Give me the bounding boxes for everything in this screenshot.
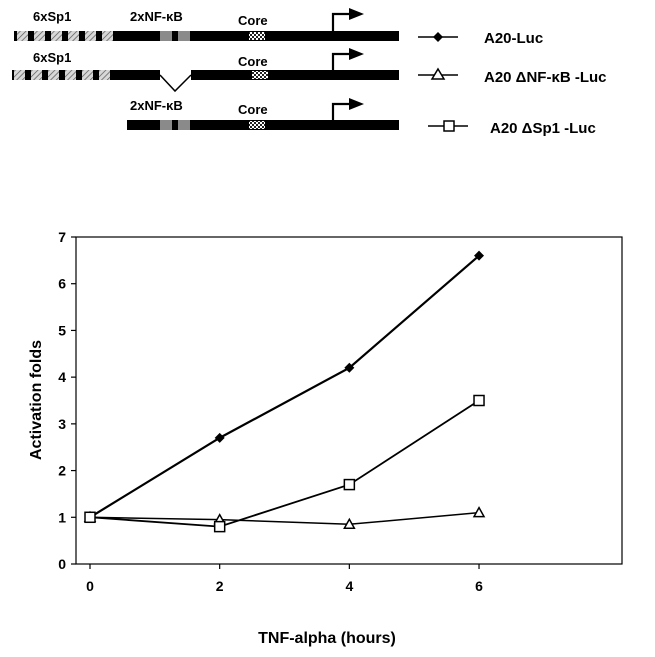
legend-entry-a20-dsp1-luc: A20 ΔSp1 -Luc <box>428 120 596 137</box>
data-point <box>84 511 96 524</box>
y-tick-label: 5 <box>58 322 66 338</box>
arrow-head <box>349 48 364 60</box>
y-tick-label: 4 <box>58 369 66 385</box>
sp1-box <box>65 70 76 80</box>
data-point <box>214 432 225 443</box>
nfkb-box <box>160 120 172 130</box>
promoter-bar <box>191 70 399 80</box>
series-line <box>89 399 480 528</box>
series-layer <box>83 250 486 533</box>
data-point <box>343 517 356 530</box>
y-tick-label: 2 <box>58 463 66 479</box>
legend-entry-a20-luc: A20-Luc <box>418 30 543 47</box>
deletion-mark <box>159 74 192 93</box>
transcription-start-arrow <box>331 52 351 70</box>
sp1-box <box>34 31 45 41</box>
label-2xnfkb: 2xNF-κB <box>130 98 183 113</box>
data-point <box>472 506 486 518</box>
sp1-box <box>68 31 79 41</box>
legend-entry-a20-dnfkb-luc: A20 ΔNF-κB -Luc <box>418 67 606 86</box>
construct-a20-dsp1-luc: 2xNF-κB Core <box>127 98 399 130</box>
triangle-marker-icon <box>430 67 446 80</box>
sp1-sites <box>17 31 113 41</box>
core-box <box>249 121 265 129</box>
label-core: Core <box>238 54 268 69</box>
data-point <box>343 478 356 491</box>
core-box <box>252 71 268 79</box>
series-line <box>89 254 480 519</box>
x-tick-label: 4 <box>345 578 353 594</box>
data-point <box>473 394 485 407</box>
series-diamond <box>85 250 485 523</box>
construct-a20-luc: 6xSp1 2xNF-κB Core <box>14 8 399 41</box>
sp1-box <box>48 70 59 80</box>
x-tick-label: 0 <box>86 578 94 594</box>
legend: A20-Luc A20 ΔNF-κB -Luc A20 ΔSp1 -Luc <box>418 30 606 137</box>
x-axis-label: TNF-alpha (hours) <box>258 630 396 647</box>
y-axis-label: Activation folds <box>28 340 45 460</box>
promoter-bar <box>14 31 399 41</box>
series-square <box>84 394 485 533</box>
arrow-head <box>349 98 364 110</box>
sp1-box <box>82 70 93 80</box>
plot-area <box>75 236 623 565</box>
legend-label: A20 ΔSp1 -Luc <box>490 120 596 137</box>
label-6xsp1: 6xSp1 <box>33 50 71 65</box>
sp1-box <box>51 31 62 41</box>
sp1-box <box>31 70 42 80</box>
sp1-box <box>85 31 96 41</box>
core-box <box>249 32 265 40</box>
nfkb-box <box>160 31 172 41</box>
data-point <box>213 520 226 533</box>
arrow-head <box>349 8 364 20</box>
series-triangle <box>83 506 486 530</box>
sp1-box <box>14 70 25 80</box>
y-tick-label: 3 <box>58 416 66 432</box>
construct-diagram: 6xSp1 2xNF-κB Core 6xSp1 Core <box>12 8 399 130</box>
diamond-marker-icon <box>433 32 443 42</box>
transcription-start-arrow <box>331 102 351 120</box>
legend-label: A20-Luc <box>484 30 543 47</box>
x-tick-label: 6 <box>475 578 483 594</box>
label-core: Core <box>238 13 268 28</box>
x-axis-ticks: 0 2 4 6 <box>86 564 483 594</box>
y-tick-label: 6 <box>58 276 66 292</box>
transcription-start-arrow <box>331 12 351 31</box>
data-point <box>474 250 485 261</box>
sp1-box <box>99 70 110 80</box>
square-marker-icon <box>443 120 455 132</box>
y-tick-label: 1 <box>58 509 66 525</box>
legend-label: A20 ΔNF-κB -Luc <box>484 69 606 86</box>
y-tick-label: 0 <box>58 556 66 572</box>
nfkb-box <box>178 120 190 130</box>
nfkb-box <box>178 31 190 41</box>
x-tick-label: 2 <box>216 578 224 594</box>
y-axis-ticks: 0 1 2 3 4 5 6 7 <box>58 229 76 572</box>
label-6xsp1: 6xSp1 <box>33 9 71 24</box>
sp1-box <box>17 31 28 41</box>
sp1-box <box>102 31 113 41</box>
line-chart: 0 1 2 3 4 5 6 7 0 2 4 6 Activation folds TNF-alpha… <box>28 229 623 647</box>
data-point <box>344 362 355 373</box>
y-tick-label: 7 <box>58 229 66 245</box>
series-line <box>89 511 480 526</box>
label-2xnfkb: 2xNF-κB <box>130 9 183 24</box>
construct-a20-dnfkb-luc: 6xSp1 Core <box>12 48 399 93</box>
label-core: Core <box>238 102 268 117</box>
sp1-sites <box>14 70 110 80</box>
